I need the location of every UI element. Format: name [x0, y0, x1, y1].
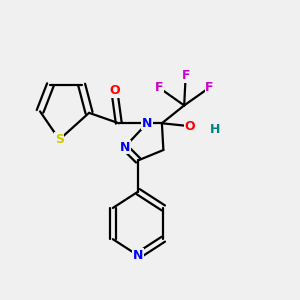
- Text: F: F: [182, 69, 190, 82]
- Text: O: O: [185, 120, 195, 133]
- Text: N: N: [142, 117, 152, 130]
- Text: H: H: [210, 123, 220, 136]
- Text: O: O: [109, 84, 120, 97]
- Text: N: N: [133, 249, 143, 262]
- Text: F: F: [155, 81, 163, 94]
- Text: S: S: [55, 133, 64, 146]
- Text: N: N: [119, 140, 130, 154]
- Text: F: F: [205, 81, 214, 94]
